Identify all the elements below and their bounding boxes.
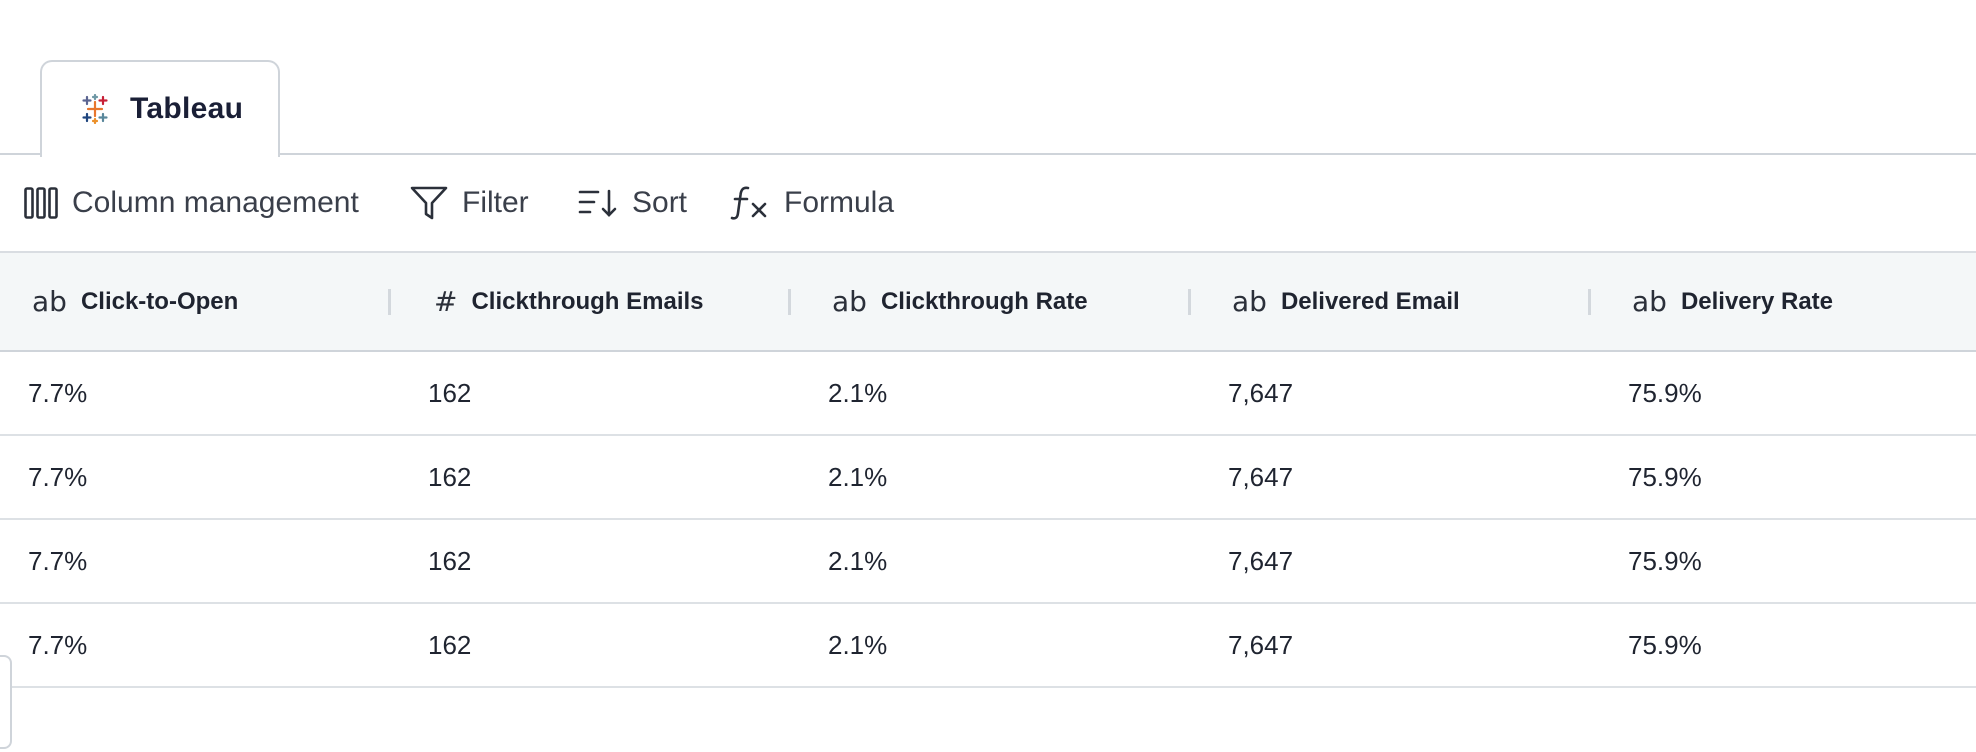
- text-type-icon: ab: [832, 285, 867, 318]
- formula-icon: [730, 186, 767, 220]
- table-cell: 2.1%: [828, 629, 888, 660]
- table-row[interactable]: 7.7% 162 2.1% 7,647 75.9%: [0, 436, 1976, 520]
- side-panel-handle[interactable]: [0, 655, 12, 749]
- table-cell: 2.1%: [828, 377, 888, 408]
- column-management-button[interactable]: Column management: [24, 183, 359, 223]
- table-cell: 162: [428, 545, 472, 576]
- table-row[interactable]: 7.7% 162 2.1% 7,647 75.9%: [0, 520, 1976, 604]
- table-header: ab Click-to-Open # Clickthrough Emails a…: [0, 253, 1976, 352]
- column-resize-handle[interactable]: [788, 289, 791, 315]
- sort-label: Sort: [632, 186, 688, 219]
- table-cell: 7.7%: [28, 629, 88, 660]
- tab-label: Tableau: [130, 92, 244, 125]
- filter-icon: [410, 186, 448, 220]
- table-cell: 7.7%: [28, 545, 88, 576]
- column-header-delivered-email[interactable]: ab Delivered Email: [1232, 253, 1460, 350]
- table-cell: 2.1%: [828, 545, 888, 576]
- number-type-icon: #: [434, 285, 458, 318]
- table-cell: 162: [428, 629, 472, 660]
- table-cell: 7,647: [1228, 461, 1294, 492]
- formula-label: Formula: [784, 186, 895, 219]
- column-header-label: Delivery Rate: [1680, 287, 1834, 315]
- column-header-label: Click-to-Open: [80, 287, 239, 315]
- filter-button[interactable]: Filter: [410, 183, 529, 223]
- column-resize-handle[interactable]: [1588, 289, 1591, 315]
- column-header-label: Clickthrough Emails: [471, 287, 704, 315]
- tab-tableau[interactable]: Tableau: [40, 60, 280, 157]
- column-management-label: Column management: [72, 186, 359, 219]
- text-type-icon: ab: [1232, 285, 1267, 318]
- toolbar: Column management Filter Sort: [0, 155, 1976, 253]
- table-cell: 162: [428, 461, 472, 492]
- table-cell: 7.7%: [28, 461, 88, 492]
- column-header-clickthrough-rate[interactable]: ab Clickthrough Rate: [832, 253, 1088, 350]
- column-header-clickthrough-emails[interactable]: # Clickthrough Emails: [434, 253, 704, 350]
- table-cell: 2.1%: [828, 461, 888, 492]
- column-header-label: Clickthrough Rate: [880, 287, 1088, 315]
- table-cell: 75.9%: [1628, 377, 1702, 408]
- columns-icon: [24, 187, 58, 219]
- filter-label: Filter: [462, 186, 529, 219]
- table-cell: 75.9%: [1628, 629, 1702, 660]
- table-cell: 75.9%: [1628, 461, 1702, 492]
- table-cell: 75.9%: [1628, 545, 1702, 576]
- table-cell: 7,647: [1228, 629, 1294, 660]
- tab-bar: Tableau: [0, 0, 1976, 157]
- table-row[interactable]: 7.7% 162 2.1% 7,647 75.9%: [0, 604, 1976, 688]
- text-type-icon: ab: [1632, 285, 1667, 318]
- table-cell: 7,647: [1228, 545, 1294, 576]
- sort-button[interactable]: Sort: [578, 183, 687, 223]
- table-cell: 7,647: [1228, 377, 1294, 408]
- column-header-delivery-rate[interactable]: ab Delivery Rate: [1632, 253, 1833, 350]
- column-resize-handle[interactable]: [1188, 289, 1191, 315]
- table-row[interactable]: 7.7% 162 2.1% 7,647 75.9%: [0, 352, 1976, 436]
- table-cell: 7.7%: [28, 377, 88, 408]
- table-cell: 162: [428, 377, 472, 408]
- text-type-icon: ab: [32, 285, 67, 318]
- tableau-logo-icon: [82, 94, 108, 124]
- column-header-click-to-open[interactable]: ab Click-to-Open: [32, 253, 238, 350]
- sort-icon: [578, 189, 617, 217]
- column-header-label: Delivered Email: [1280, 287, 1460, 315]
- formula-button[interactable]: Formula: [730, 183, 894, 223]
- column-resize-handle[interactable]: [388, 289, 391, 315]
